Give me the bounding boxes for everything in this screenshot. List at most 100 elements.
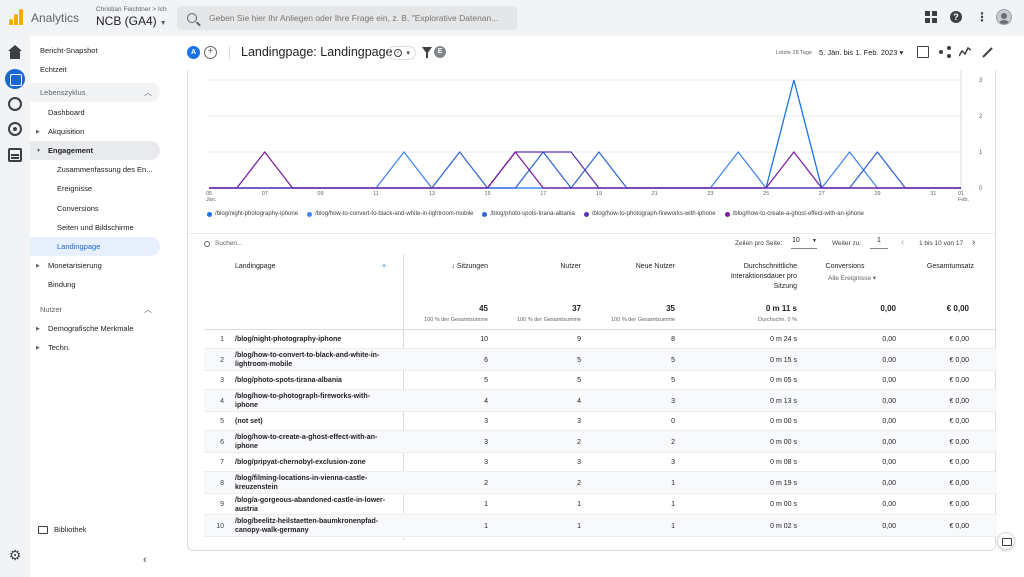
search-input[interactable] xyxy=(209,13,509,23)
report-status-dropdown[interactable]: ✓ ▾ xyxy=(388,46,416,60)
legend-dot-icon xyxy=(482,211,488,217)
landingpage-link[interactable]: /blog/night-photography-iphone xyxy=(235,335,395,344)
table-search[interactable]: Suchen... xyxy=(204,240,242,247)
table-row[interactable]: 6/blog/how-to-create-a-ghost-effect-with… xyxy=(204,431,997,453)
header-sitzungen[interactable]: ↓ Sitzungen xyxy=(451,263,488,270)
more-vert-icon[interactable]: ⋮ xyxy=(976,10,988,24)
header-neue-nutzer[interactable]: Neue Nutzer xyxy=(635,263,675,270)
reports-icon[interactable] xyxy=(5,69,25,89)
edit-pencil-icon[interactable] xyxy=(982,46,994,58)
nav-group-lebenszyklus[interactable]: Lebenszyklus ︿ xyxy=(30,83,160,102)
table-row[interactable]: 8/blog/filming-locations-in-vienna-castl… xyxy=(204,472,997,494)
header-conversions[interactable]: Conversions xyxy=(825,263,865,270)
customize-report-icon[interactable] xyxy=(917,46,929,58)
landingpage-link[interactable]: /blog/how-to-create-a-ghost-effect-with-… xyxy=(235,433,395,451)
nav-bibliothek[interactable]: Bibliothek xyxy=(38,525,87,534)
nav-engagement[interactable]: ▼ Engagement xyxy=(30,141,160,160)
table-row[interactable]: 7/blog/pripyat-chernobyl-exclusion-zone 3… xyxy=(204,453,997,472)
cell-n: 2 xyxy=(577,439,581,446)
table-row[interactable]: 2/blog/how-to-convert-to-black-and-white… xyxy=(204,349,997,371)
table-row[interactable]: 4/blog/how-to-photograph-fireworks-with-… xyxy=(204,390,997,412)
nav-bindung[interactable]: Bindung xyxy=(48,280,76,289)
table-row[interactable]: 1/blog/night-photography-iphone 10 9 8 0 m 2… xyxy=(204,330,997,349)
nav-zusammenfassung[interactable]: Zusammenfassung des En... xyxy=(57,165,153,174)
header-gesamtumsatz[interactable]: Gesamtumsatz xyxy=(926,263,974,270)
nav-ereignisse[interactable]: Ereignisse xyxy=(57,184,93,193)
share-icon[interactable] xyxy=(939,46,951,58)
landingpage-line1: /blog/pripyat-chernobyl-exclusion-zone xyxy=(235,459,366,466)
landingpage-link[interactable]: /blog/how-to-convert-to-black-and-white-… xyxy=(235,351,395,369)
configure-list-icon[interactable] xyxy=(8,148,22,162)
analytics-logo-icon[interactable] xyxy=(9,9,23,25)
table-row[interactable]: 10/blog/beelitz-heilstaetten-baumkronenp… xyxy=(204,515,997,537)
nav-bericht-snapshot[interactable]: Bericht-Snapshot xyxy=(40,46,98,55)
nav-dashboard[interactable]: Dashboard xyxy=(48,108,85,117)
landingpage-link[interactable]: /blog/photo-spots-tirana-albania xyxy=(235,376,395,385)
cell-d: 0 m 00 s xyxy=(770,418,797,425)
goto-input[interactable]: 1 xyxy=(870,237,888,249)
table-row[interactable]: 3/blog/photo-spots-tirana-albania 5 5 5 0 m … xyxy=(204,371,997,390)
landingpage-link[interactable]: /blog/a-gorgeous-abandoned-castle-in-low… xyxy=(235,496,395,514)
legend-item[interactable]: /blog/photo-spots-tirana-albania xyxy=(482,211,575,217)
legend-item[interactable]: /blog/how-to-create-a-ghost-effect-with-… xyxy=(724,211,864,217)
row-index: 1 xyxy=(220,336,224,343)
nav-echtzeit[interactable]: Echtzeit xyxy=(40,65,67,74)
landingpage-link[interactable]: /blog/how-to-photograph-fireworks-with-i… xyxy=(235,392,395,410)
collapse-nav-button[interactable]: ‹ xyxy=(143,554,147,566)
cell-u: € 0,00 xyxy=(949,336,969,343)
table-row[interactable]: 9/blog/a-gorgeous-abandoned-castle-in-lo… xyxy=(204,494,997,515)
landingpage-link[interactable]: (not set) xyxy=(235,417,395,426)
nav-conversions[interactable]: Conversions xyxy=(57,204,99,213)
home-icon[interactable] xyxy=(8,45,22,60)
nav-monetarisierung[interactable]: ▶ Monetarisierung xyxy=(30,256,160,275)
landingpage-line2: iphone xyxy=(235,402,258,409)
nav-group-nutzer[interactable]: Nutzer ︿ xyxy=(30,300,160,319)
gear-icon[interactable]: ⚙ xyxy=(8,547,22,563)
cell-c: 0,00 xyxy=(882,336,896,343)
legend-item[interactable]: /blog/how-to-photograph-fireworks-with-i… xyxy=(583,211,716,217)
apps-grid-icon[interactable] xyxy=(925,11,937,23)
prev-page-icon[interactable]: ‹ xyxy=(901,237,905,248)
cell-d: 0 m 15 s xyxy=(770,357,797,364)
nav-akquisition[interactable]: ▶ Akquisition xyxy=(30,122,160,141)
advertising-icon[interactable] xyxy=(8,122,22,136)
legend-item[interactable]: /blog/how-to-convert-to-black-and-white-… xyxy=(307,211,473,217)
nav-landingpage[interactable]: Landingpage xyxy=(30,237,160,256)
header-landingpage[interactable]: Landingpage xyxy=(235,263,276,270)
nav-techn[interactable]: ▶ Techn. xyxy=(30,338,160,357)
property-selector[interactable]: NCB (GA4) ▼ xyxy=(96,14,167,28)
landingpage-line1: /blog/how-to-convert-to-black-and-white-… xyxy=(235,352,380,359)
caret-down-icon: ▼ xyxy=(812,238,817,244)
date-range-selector[interactable]: 5. Jän. bis 1. Feb. 2023 ▾ xyxy=(819,48,904,57)
account-breadcrumb[interactable]: Christian Feichtner > Ich xyxy=(96,6,167,13)
feedback-button[interactable] xyxy=(997,532,1015,550)
insights-icon[interactable] xyxy=(959,46,971,58)
search-bar[interactable] xyxy=(177,6,517,30)
nav-seiten-und-bildschirme[interactable]: Seiten und Bildschirme xyxy=(57,223,134,232)
legend-item[interactable]: /blog/night-photography-iphone xyxy=(207,211,298,217)
filter-badge-e[interactable]: E xyxy=(434,46,446,58)
header-nutzer[interactable]: Nutzer xyxy=(560,263,581,270)
rows-per-page-select[interactable]: 10 ▼ xyxy=(791,237,817,249)
next-page-icon[interactable]: › xyxy=(972,237,976,248)
landingpage-link[interactable]: /blog/beelitz-heilstaetten-baumkronenpfa… xyxy=(235,517,395,535)
avatar[interactable] xyxy=(996,9,1012,25)
landingpage-link[interactable]: /blog/pripyat-chernobyl-exclusion-zone xyxy=(235,458,395,467)
table-row[interactable]: 5 (not set) 3 3 0 0 m 00 s 0,00 € 0,00 xyxy=(204,412,997,431)
nav-demografische-merkmale[interactable]: ▶ Demografische Merkmale xyxy=(30,319,160,338)
comparison-badge-a[interactable]: A xyxy=(187,46,200,59)
add-comparison-button[interactable]: + xyxy=(204,46,217,59)
chevron-up-icon: ︿ xyxy=(144,88,152,97)
conversions-event-select[interactable]: Alle Ereignisse ▾ xyxy=(828,275,877,282)
explore-icon[interactable] xyxy=(8,97,22,111)
row-index: 8 xyxy=(220,480,224,487)
line-chart: 3 2 1 0 05 Jän. 07 09 11 13 15 17 19 21 23 25 27 29 31 01 Fe… xyxy=(188,70,997,230)
header-dauer[interactable]: Durchschnittliche Interaktionsdauer pro … xyxy=(684,262,797,292)
total-neue-nutzer-sub: 100 % der Gesamtsumme xyxy=(611,317,675,323)
nav-label: Bibliothek xyxy=(54,525,87,534)
filter-icon[interactable] xyxy=(422,47,432,58)
total-dauer-sub: Durchschn. 0 % xyxy=(758,317,797,323)
help-icon[interactable]: ? xyxy=(950,11,962,23)
add-dimension-button[interactable]: + xyxy=(382,263,387,270)
landingpage-link[interactable]: /blog/filming-locations-in-vienna-castle… xyxy=(235,474,395,492)
